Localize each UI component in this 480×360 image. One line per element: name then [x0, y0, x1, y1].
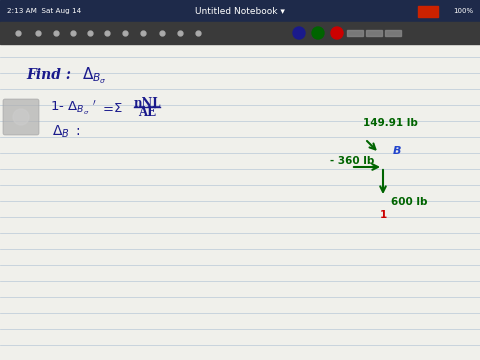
Bar — [366, 30, 382, 36]
Text: nNL: nNL — [133, 96, 161, 109]
Bar — [0, 0, 480, 22]
Text: $=$: $=$ — [100, 102, 114, 114]
Circle shape — [13, 109, 29, 125]
Bar — [347, 30, 363, 36]
Text: AE: AE — [138, 105, 156, 118]
Text: $1\text{-}\ \Delta_{B_\sigma}\ ^\prime$: $1\text{-}\ \Delta_{B_\sigma}\ ^\prime$ — [50, 99, 96, 117]
Text: 600 lb: 600 lb — [391, 197, 428, 207]
Circle shape — [293, 27, 305, 39]
Text: B: B — [393, 146, 401, 156]
Text: Find :: Find : — [26, 68, 71, 82]
Text: $\Delta_B\ :$: $\Delta_B\ :$ — [52, 124, 81, 140]
Text: $\Delta_{B_\sigma}$: $\Delta_{B_\sigma}$ — [82, 66, 107, 86]
Text: - 360 lb: - 360 lb — [330, 156, 374, 166]
Text: 100%: 100% — [453, 8, 473, 14]
Text: Untitled Notebook ▾: Untitled Notebook ▾ — [195, 6, 285, 15]
FancyBboxPatch shape — [3, 99, 39, 135]
Text: 2:13 AM  Sat Aug 14: 2:13 AM Sat Aug 14 — [7, 8, 81, 14]
Bar — [0, 22, 480, 44]
Text: 1: 1 — [379, 210, 386, 220]
Circle shape — [331, 27, 343, 39]
Bar — [385, 30, 401, 36]
Text: 149.91 lb: 149.91 lb — [362, 118, 418, 128]
Circle shape — [312, 27, 324, 39]
Text: $\Sigma$: $\Sigma$ — [113, 102, 123, 114]
Bar — [418, 6, 438, 17]
